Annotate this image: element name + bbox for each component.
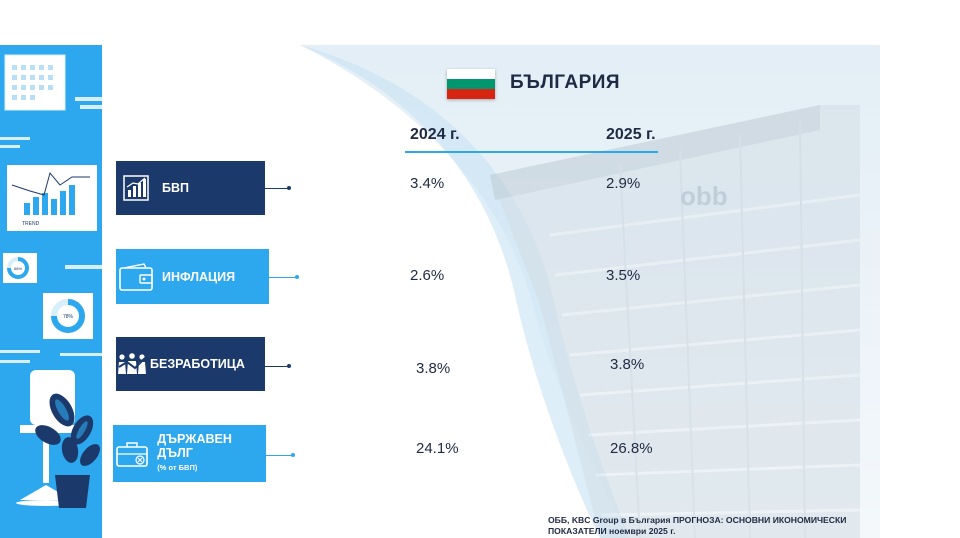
decorative-illustration: TREND 68% 78% [0,45,102,538]
gdp-2024-value: 3.4% [410,175,445,192]
year-header-2024: 2024 г. [410,126,460,143]
indicator-debt-title: ДЪРЖАВЕН ДЪЛГ [157,432,232,460]
indicator-inflation-dot [295,275,299,279]
gdp-2025-value: 2.9% [606,175,641,192]
indicator-unemployment-connector [265,366,288,367]
people-icon [116,347,148,381]
flag-stripe-white [447,69,495,79]
source-note: ОББ, KBC Group в България ПРОГНОЗА: ОСНО… [548,515,847,536]
indicator-debt-sublabel: (% от БВП) [157,463,198,472]
indicator-debt-box: ДЪРЖАВЕН ДЪЛГ (% от БВП) [113,425,266,482]
indicator-debt-connector [266,455,292,456]
indicator-unemployment-dot [287,364,291,368]
country-title: БЪЛГАРИЯ [510,72,621,93]
svg-text:obb: obb [680,181,728,211]
svg-text:TREND: TREND [22,221,40,227]
building-photo: obb [300,45,880,538]
inflation-2024-value: 2.6% [410,267,445,284]
unemployment-2024-value: 3.8% [416,360,451,377]
bulgaria-flag [447,69,495,99]
indicator-unemployment-box: БЕЗРАБОТИЦА [116,337,265,391]
indicator-debt-dot [291,453,295,457]
bar-chart-icon [116,171,156,205]
indicator-inflation-label: ИНФЛАЦИЯ [162,269,236,284]
flag-stripe-red [447,89,495,99]
svg-text:68%: 68% [14,266,22,271]
debt-2025-value: 26.8% [610,440,653,457]
indicator-gdp-dot [287,186,291,190]
year-header-2025: 2025 г. [606,126,656,143]
unemployment-2025-value: 3.8% [610,356,645,373]
svg-text:78%: 78% [63,314,74,320]
indicator-inflation-connector [269,277,296,278]
debt-2024-value: 24.1% [416,440,459,457]
briefcase-icon [113,437,151,471]
indicator-debt-label: ДЪРЖАВЕН ДЪЛГ (% от БВП) [157,432,266,475]
indicator-inflation-box: ИНФЛАЦИЯ [116,249,269,304]
wallet-icon [116,260,156,294]
indicator-unemployment-label: БЕЗРАБОТИЦА [150,357,245,371]
indicator-gdp-label: БВП [162,181,189,195]
indicator-gdp-connector [265,188,288,189]
header-divider [405,151,658,153]
inflation-2025-value: 3.5% [606,267,641,284]
flag-stripe-green [447,79,495,89]
indicator-gdp-box: БВП [116,161,265,215]
